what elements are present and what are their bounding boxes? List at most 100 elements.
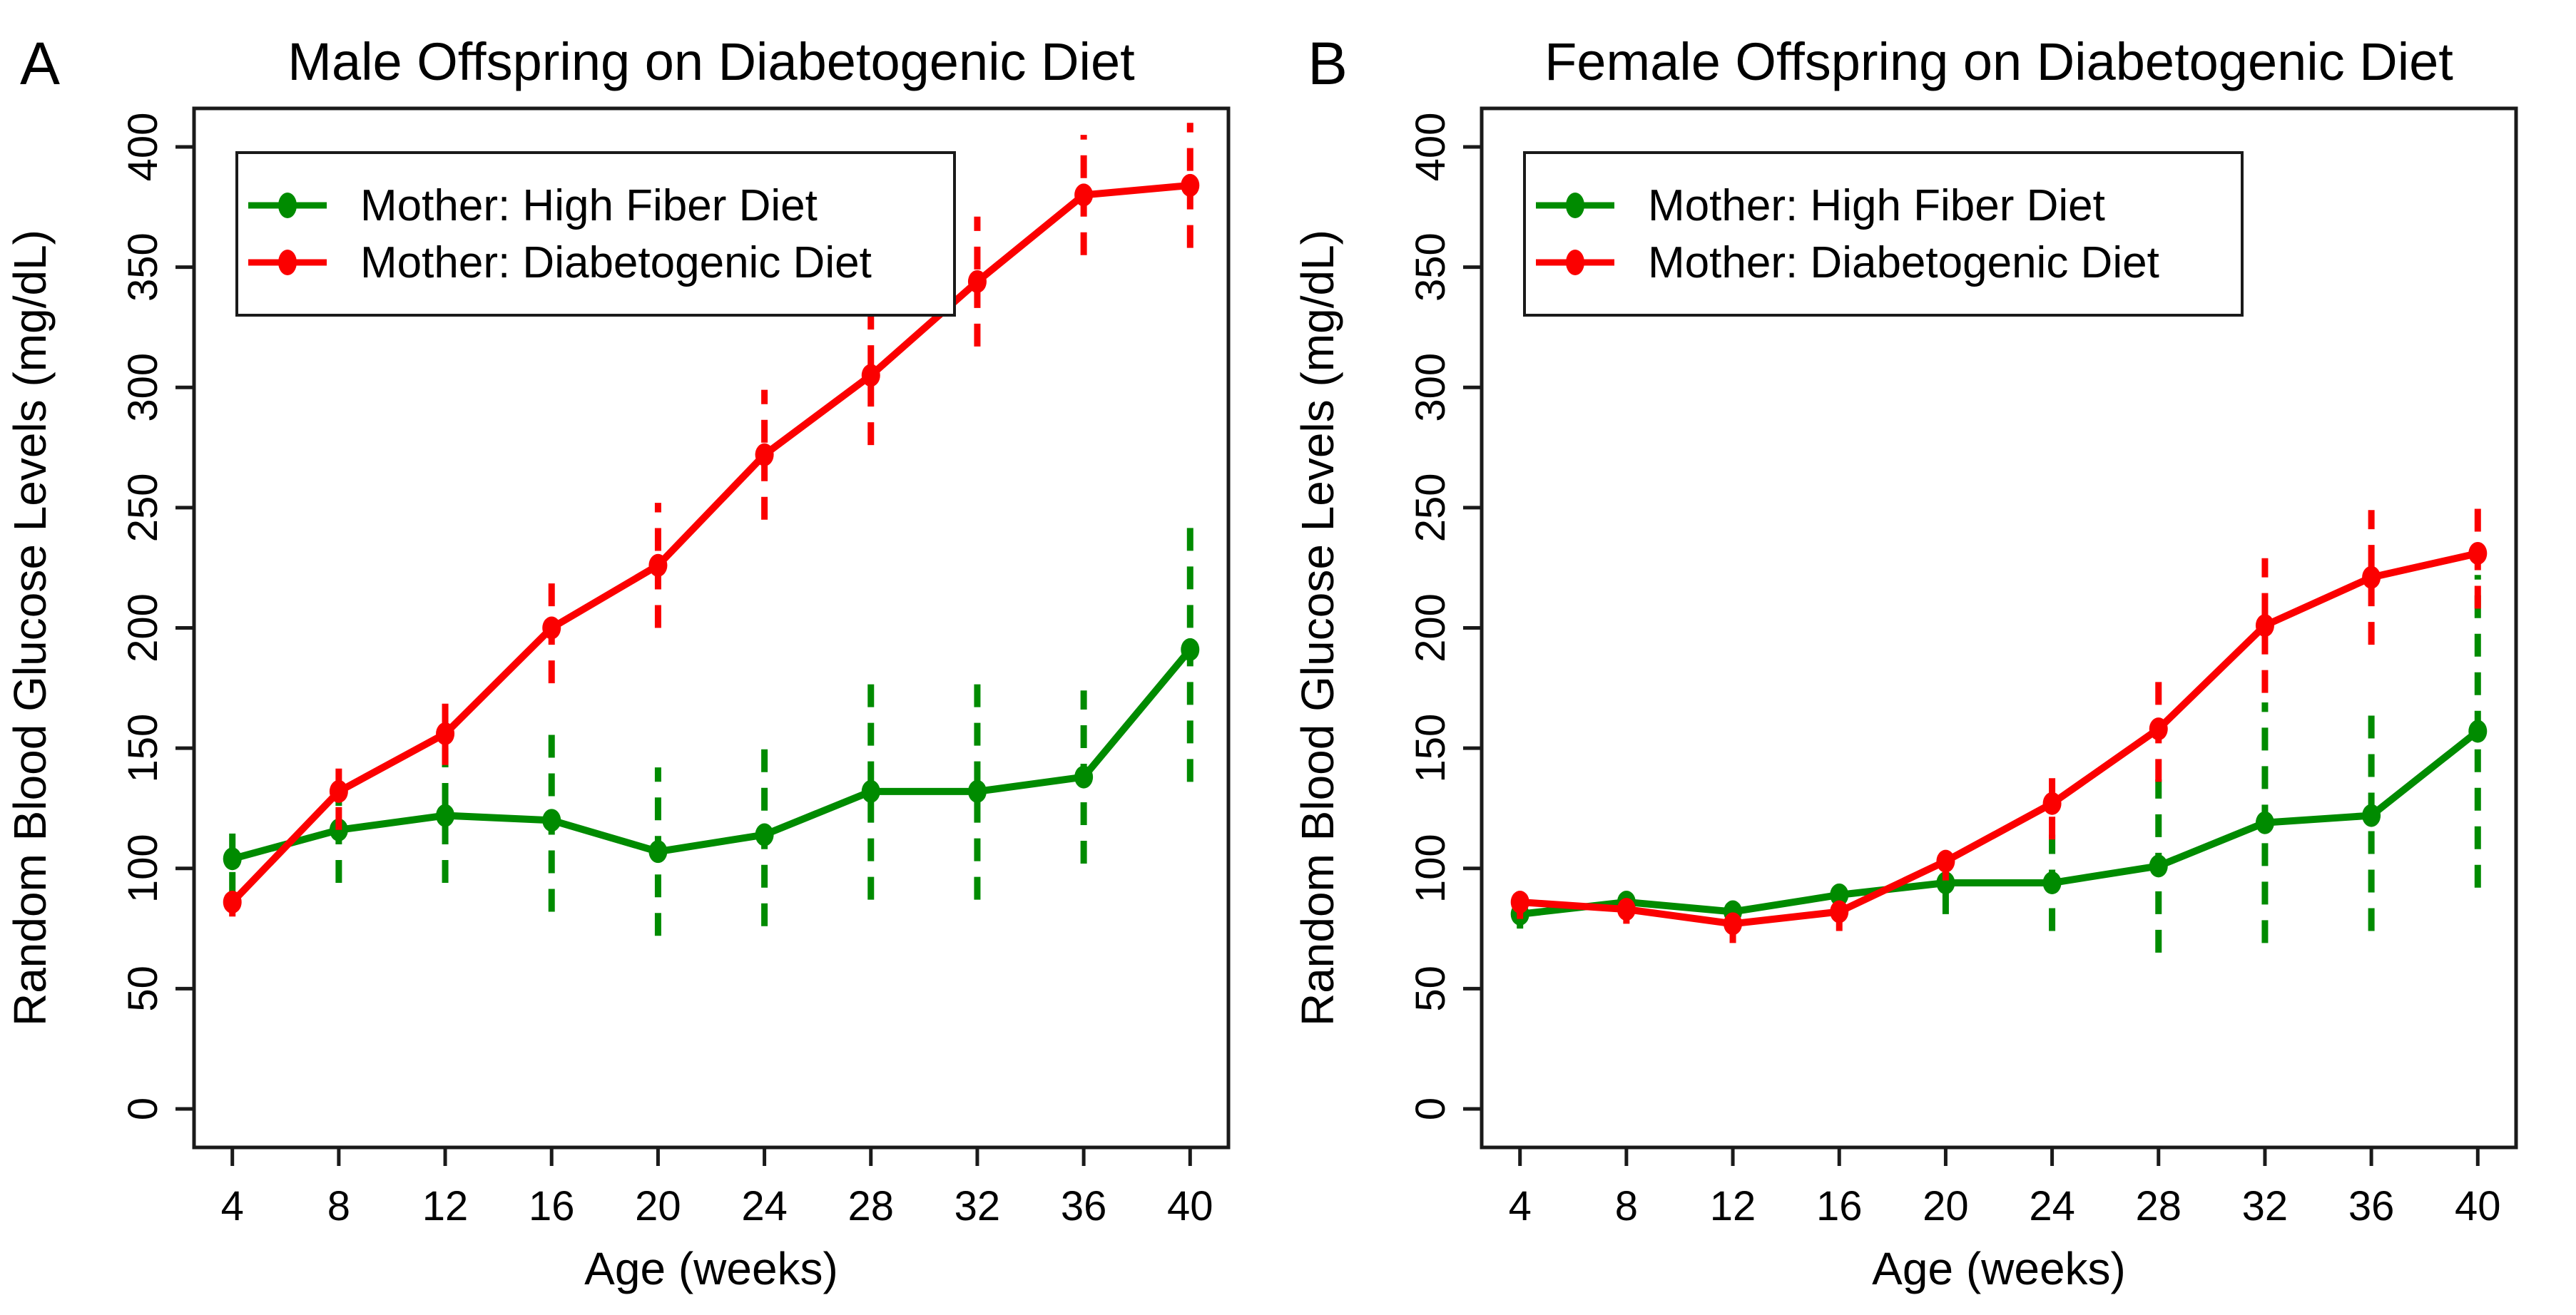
x-tick-label: 12 [1710, 1183, 1756, 1229]
data-point [542, 809, 561, 832]
data-point [1936, 849, 1955, 873]
data-point [436, 804, 455, 827]
y-tick-label: 150 [120, 714, 166, 783]
data-point [2362, 566, 2381, 589]
data-point [967, 779, 987, 803]
data-point [1181, 173, 1200, 197]
y-tick-label: 200 [120, 593, 166, 662]
x-tick-label: 8 [327, 1183, 350, 1229]
y-axis-title: Random Blood Glucose Levels (mg/dL) [1292, 230, 1343, 1026]
data-point [1936, 871, 1955, 895]
series-line [231, 647, 1193, 863]
panel-b: B Female Offspring on Diabetogenic Diet 0 5… [1288, 0, 2575, 1315]
data-point [542, 616, 561, 640]
panel-a: A Male Offspring on Diabetogenic Diet 0 50 1… [4, 30, 1231, 1294]
data-point [2255, 614, 2274, 638]
data-point [861, 779, 880, 803]
data-point [2468, 541, 2488, 565]
y-tick-label: 0 [1407, 1097, 1454, 1120]
x-tick-label: 36 [2348, 1183, 2395, 1229]
x-tick-label: 24 [741, 1183, 788, 1229]
data-point [436, 722, 455, 745]
y-tick-label: 300 [120, 353, 166, 422]
panel-title: Male Offspring on Diabetogenic Diet [287, 32, 1135, 91]
data-point [2042, 871, 2062, 895]
y-axis-title: Random Blood Glucose Levels (mg/dL) [4, 230, 56, 1026]
x-tick-label: 8 [1615, 1183, 1638, 1229]
data-point [2149, 717, 2168, 741]
y-tick-label: 50 [120, 966, 166, 1012]
x-tick-label: 16 [529, 1183, 575, 1229]
data-point [1830, 883, 1849, 906]
data-point [1510, 890, 1529, 914]
y-tick-label: 300 [1407, 353, 1454, 422]
series-line [1519, 550, 2479, 928]
y-tick-label: 200 [1407, 593, 1454, 662]
legend-marker-dot [1566, 193, 1584, 218]
legend-entry-label: Mother: Diabetogenic Diet [1648, 238, 2159, 287]
y-tick-label: 100 [120, 834, 166, 903]
x-tick-label: 40 [1167, 1183, 1213, 1229]
y-tick-label: 350 [120, 232, 166, 302]
chart-panel-a: A Male Offspring on Diabetogenic Diet 0 50 1… [4, 30, 1231, 1294]
data-point [1074, 183, 1094, 207]
x-tick-label: 32 [954, 1183, 1001, 1229]
data-point [2468, 720, 2488, 743]
y-tick-label: 400 [1407, 113, 1454, 182]
y-tick-label: 250 [120, 473, 166, 542]
panel-title: Female Offspring on Diabetogenic Diet [1544, 32, 2453, 91]
series-line [1519, 728, 2480, 918]
x-tick-label: 32 [2242, 1183, 2289, 1229]
x-tick-label: 4 [1509, 1183, 1532, 1229]
data-point [755, 443, 774, 466]
data-point [329, 779, 348, 803]
data-point [223, 890, 242, 914]
x-axis-title: Age (weeks) [1872, 1243, 2126, 1294]
legend-box [235, 151, 956, 317]
y-tick-label: 150 [1407, 714, 1454, 783]
data-point [648, 840, 668, 864]
panel-letter: B [1308, 30, 1348, 97]
data-point [1617, 898, 1636, 921]
data-point [2042, 792, 2062, 815]
legend-entry-label: Mother: High Fiber Diet [360, 181, 818, 230]
chart-panel-b: B Female Offspring on Diabetogenic Diet 0 5… [1292, 30, 2518, 1294]
legend-marker-dot [1566, 250, 1584, 275]
x-tick-label: 36 [1061, 1183, 1107, 1229]
data-point [1724, 912, 1743, 936]
data-point [223, 847, 242, 871]
data-point [2149, 854, 2168, 878]
y-tick-label: 400 [120, 113, 166, 182]
data-point [1074, 765, 1094, 789]
legend-entry-label: Mother: High Fiber Diet [1648, 181, 2105, 230]
x-tick-label: 28 [848, 1183, 895, 1229]
x-tick-label: 16 [1816, 1183, 1863, 1229]
x-tick-label: 20 [635, 1183, 681, 1229]
data-point [2255, 811, 2274, 834]
y-tick-label: 0 [120, 1097, 166, 1120]
data-point [861, 364, 880, 387]
y-tick-label: 100 [1407, 834, 1454, 903]
x-axis-title: Age (weeks) [584, 1243, 838, 1294]
x-tick-label: 40 [2455, 1183, 2501, 1229]
x-tick-label: 28 [2136, 1183, 2182, 1229]
y-tick-label: 50 [1407, 966, 1454, 1012]
data-point [2362, 804, 2381, 827]
legend-entry-label: Mother: Diabetogenic Diet [360, 238, 872, 287]
data-point [1181, 638, 1200, 661]
data-point [648, 553, 668, 577]
data-point [1830, 900, 1849, 923]
x-tick-label: 4 [221, 1183, 244, 1229]
legend-marker-dot [278, 250, 297, 275]
x-tick-label: 24 [2029, 1183, 2075, 1229]
data-point [967, 270, 987, 293]
legend-box [1523, 151, 2244, 317]
data-point [755, 823, 774, 846]
x-tick-label: 12 [422, 1183, 469, 1229]
legend-marker-dot [278, 193, 297, 218]
panel-letter: A [20, 30, 60, 97]
y-tick-label: 250 [1407, 473, 1454, 542]
y-tick-label: 350 [1407, 232, 1454, 302]
series-line [230, 181, 1191, 905]
